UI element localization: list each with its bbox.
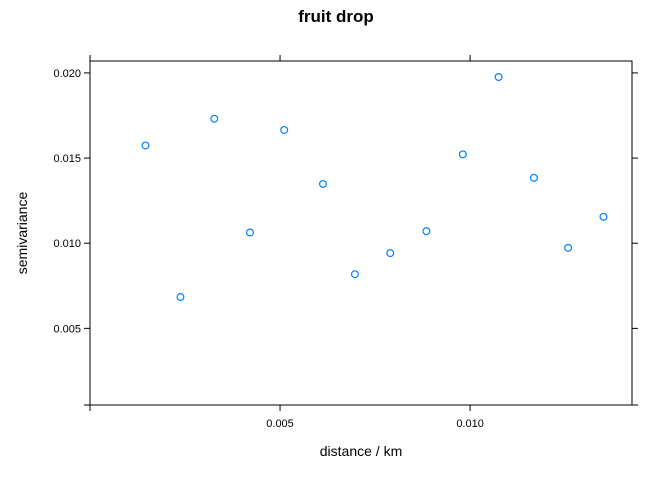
data-point bbox=[564, 243, 573, 252]
x-axis-label: distance / km bbox=[320, 443, 402, 459]
data-point bbox=[599, 212, 608, 221]
plot-frame bbox=[89, 60, 633, 406]
data-point bbox=[350, 270, 359, 279]
y-tick-label: 0.015 bbox=[53, 153, 81, 165]
data-point bbox=[141, 141, 150, 150]
y-tick-label: 0.010 bbox=[53, 238, 81, 250]
data-point bbox=[529, 173, 538, 182]
x-tick-label: 0.010 bbox=[456, 418, 484, 430]
data-point bbox=[246, 228, 255, 237]
axis-tick-labels: 0.005 0.010 0.005 0.010 0.015 0.020 bbox=[53, 68, 483, 430]
y-axis-label: semivariance bbox=[14, 192, 30, 275]
y-tick-label: 0.005 bbox=[53, 323, 81, 335]
data-point bbox=[494, 73, 503, 82]
data-point bbox=[280, 125, 289, 134]
data-points bbox=[141, 73, 608, 302]
axis-ticks bbox=[84, 55, 638, 411]
y-tick-label: 0.020 bbox=[53, 68, 81, 80]
data-point bbox=[422, 227, 431, 236]
data-point bbox=[210, 114, 219, 123]
data-point bbox=[386, 249, 395, 258]
data-point bbox=[176, 293, 185, 302]
x-tick-label: 0.005 bbox=[266, 418, 294, 430]
chart-title: fruit drop bbox=[298, 7, 374, 26]
data-point bbox=[318, 179, 327, 188]
data-point bbox=[458, 150, 467, 159]
